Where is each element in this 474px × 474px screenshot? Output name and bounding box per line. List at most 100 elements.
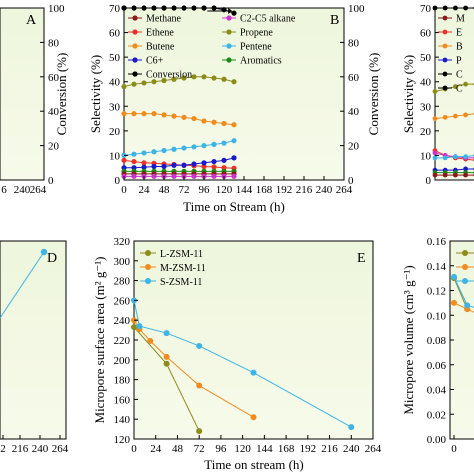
data-point — [211, 158, 217, 165]
y-right-tick-label: 20 — [348, 141, 360, 153]
panel-b-xlabel: Time on Stream (h) — [183, 199, 285, 214]
data-point — [211, 173, 217, 179]
y-tick-label: 300 — [114, 256, 131, 268]
panel-b-series-conversion — [121, 5, 237, 16]
panel-c-series-butene — [432, 112, 474, 121]
legend-entry: Ethene — [128, 28, 174, 39]
legend-marker — [132, 29, 138, 35]
legend-entry: Methane — [128, 14, 182, 25]
data-point — [191, 5, 197, 11]
legend-marker — [442, 29, 448, 35]
y-right-tick-label: 60 — [48, 72, 60, 84]
data-point — [442, 5, 448, 11]
data-point — [151, 173, 157, 179]
panel-e-left-axis: 120 140 160 180 200 220 240 260 280 300 320 — [114, 236, 138, 446]
data-point — [136, 323, 143, 330]
data-point — [453, 113, 458, 119]
y-tick-label: 20 — [109, 126, 121, 138]
data-point — [231, 122, 237, 128]
panel-f: 0.00 0.02 0.04 0.06 0.08 0.10 0.12 0.14 0.16 0 M… — [401, 236, 474, 455]
data-point — [161, 112, 167, 118]
data-point — [171, 146, 177, 152]
series-line — [0, 251, 45, 319]
panel-e-x-axis: 0 24 48 72 96 120 144 168 192 216 240 264 — [131, 435, 382, 455]
x-tick-label: 120 — [216, 184, 233, 196]
panel-d: D 2 216 240 264 — [0, 240, 69, 455]
y-right-tick-label: 40 — [48, 106, 60, 118]
data-point — [211, 119, 217, 125]
x-tick-label: 2 — [0, 443, 6, 455]
y-right-tick-label: 80 — [348, 37, 360, 49]
y-tick-label: 320 — [114, 236, 131, 248]
y-right-tick-label: 40 — [348, 106, 360, 118]
panel-b-ylabel: Selectivity (%) — [88, 55, 103, 133]
y-tick-label: 0.08 — [427, 335, 447, 347]
conversion-axis-arrow — [207, 8, 233, 14]
series-line — [133, 300, 352, 428]
data-point — [221, 7, 227, 13]
y-tick-label: 50 — [420, 52, 432, 64]
panel-c-left-axis: 0 10 20 30 40 50 60 70 — [420, 3, 439, 187]
data-point — [211, 164, 217, 170]
x-tick-label: 168 — [278, 443, 295, 455]
data-point — [191, 115, 197, 122]
panel-c-series — [432, 5, 474, 178]
legend-entry: C — [438, 70, 463, 81]
panel-c-series-methane — [432, 172, 474, 178]
x-tick-label: 240 — [343, 443, 360, 455]
data-point — [201, 5, 207, 11]
panel-e-xlabel: Time on stream (h) — [204, 457, 304, 472]
panel-b-x-axis: 0 24 48 72 96 120 144 168 192 216 240 264 — [121, 176, 353, 196]
data-point — [40, 248, 48, 256]
x-tick-label: 0 — [131, 443, 137, 455]
panel-f-left-axis: 0.00 0.02 0.04 0.06 0.08 0.10 0.12 0.14 0.16 — [427, 236, 454, 446]
data-point — [191, 173, 197, 179]
panel-e-series-s-zsm-11 — [131, 297, 355, 431]
data-point — [432, 172, 438, 178]
data-point — [231, 138, 237, 144]
panel-e-plot-area — [133, 240, 374, 440]
y-tick-label: 240 — [114, 315, 131, 327]
y-tick-label: 10 — [420, 150, 432, 162]
data-point — [442, 172, 448, 178]
data-point — [141, 160, 147, 166]
legend-entry: C2-C5 alkane — [222, 14, 296, 25]
legend-entry: E — [438, 28, 462, 39]
y-tick-label: 280 — [114, 276, 131, 288]
data-point — [453, 154, 458, 160]
panel-f-legend — [456, 250, 474, 284]
x-tick-label: 24 — [150, 443, 162, 455]
x-tick-label: 264 — [30, 184, 47, 196]
data-point — [181, 5, 187, 11]
panel-b: 0 10 20 30 40 50 60 70 0 20 40 60 80 100 0 24 48 72 96 12… — [88, 3, 381, 214]
legend-label: P — [456, 56, 462, 67]
y-tick-label: 140 — [114, 414, 131, 426]
data-point — [163, 330, 170, 337]
x-tick-label: 264 — [365, 443, 382, 455]
x-tick-label: 72 — [179, 184, 190, 196]
legend-label: Pentene — [240, 42, 272, 53]
legend-marker — [442, 85, 448, 91]
data-point — [453, 172, 458, 178]
panel-b-series — [121, 5, 237, 179]
panel-e-legend: L-ZSM-11 M-ZSM-11 S-ZSM-11 — [140, 249, 206, 288]
x-tick-label: 216 — [12, 443, 29, 455]
panel-d-plot-area — [0, 240, 67, 440]
y-tick-label: 0.14 — [427, 261, 447, 273]
data-point — [464, 302, 471, 309]
legend-marker — [442, 15, 448, 21]
legend-label: M — [456, 14, 465, 25]
data-point — [250, 369, 257, 376]
data-point — [432, 116, 438, 121]
panel-d-series — [0, 248, 48, 319]
data-point — [151, 5, 157, 11]
x-tick-label: 48 — [172, 443, 184, 455]
data-point — [181, 114, 187, 120]
legend-label: E — [456, 28, 462, 39]
panel-a-x-ticks: 6 240 264 — [1, 184, 47, 196]
legend-entry: Conversion — [128, 70, 192, 81]
data-point — [201, 118, 207, 124]
legend-entry: B — [438, 42, 463, 53]
data-point — [131, 5, 137, 11]
data-point — [131, 151, 137, 157]
